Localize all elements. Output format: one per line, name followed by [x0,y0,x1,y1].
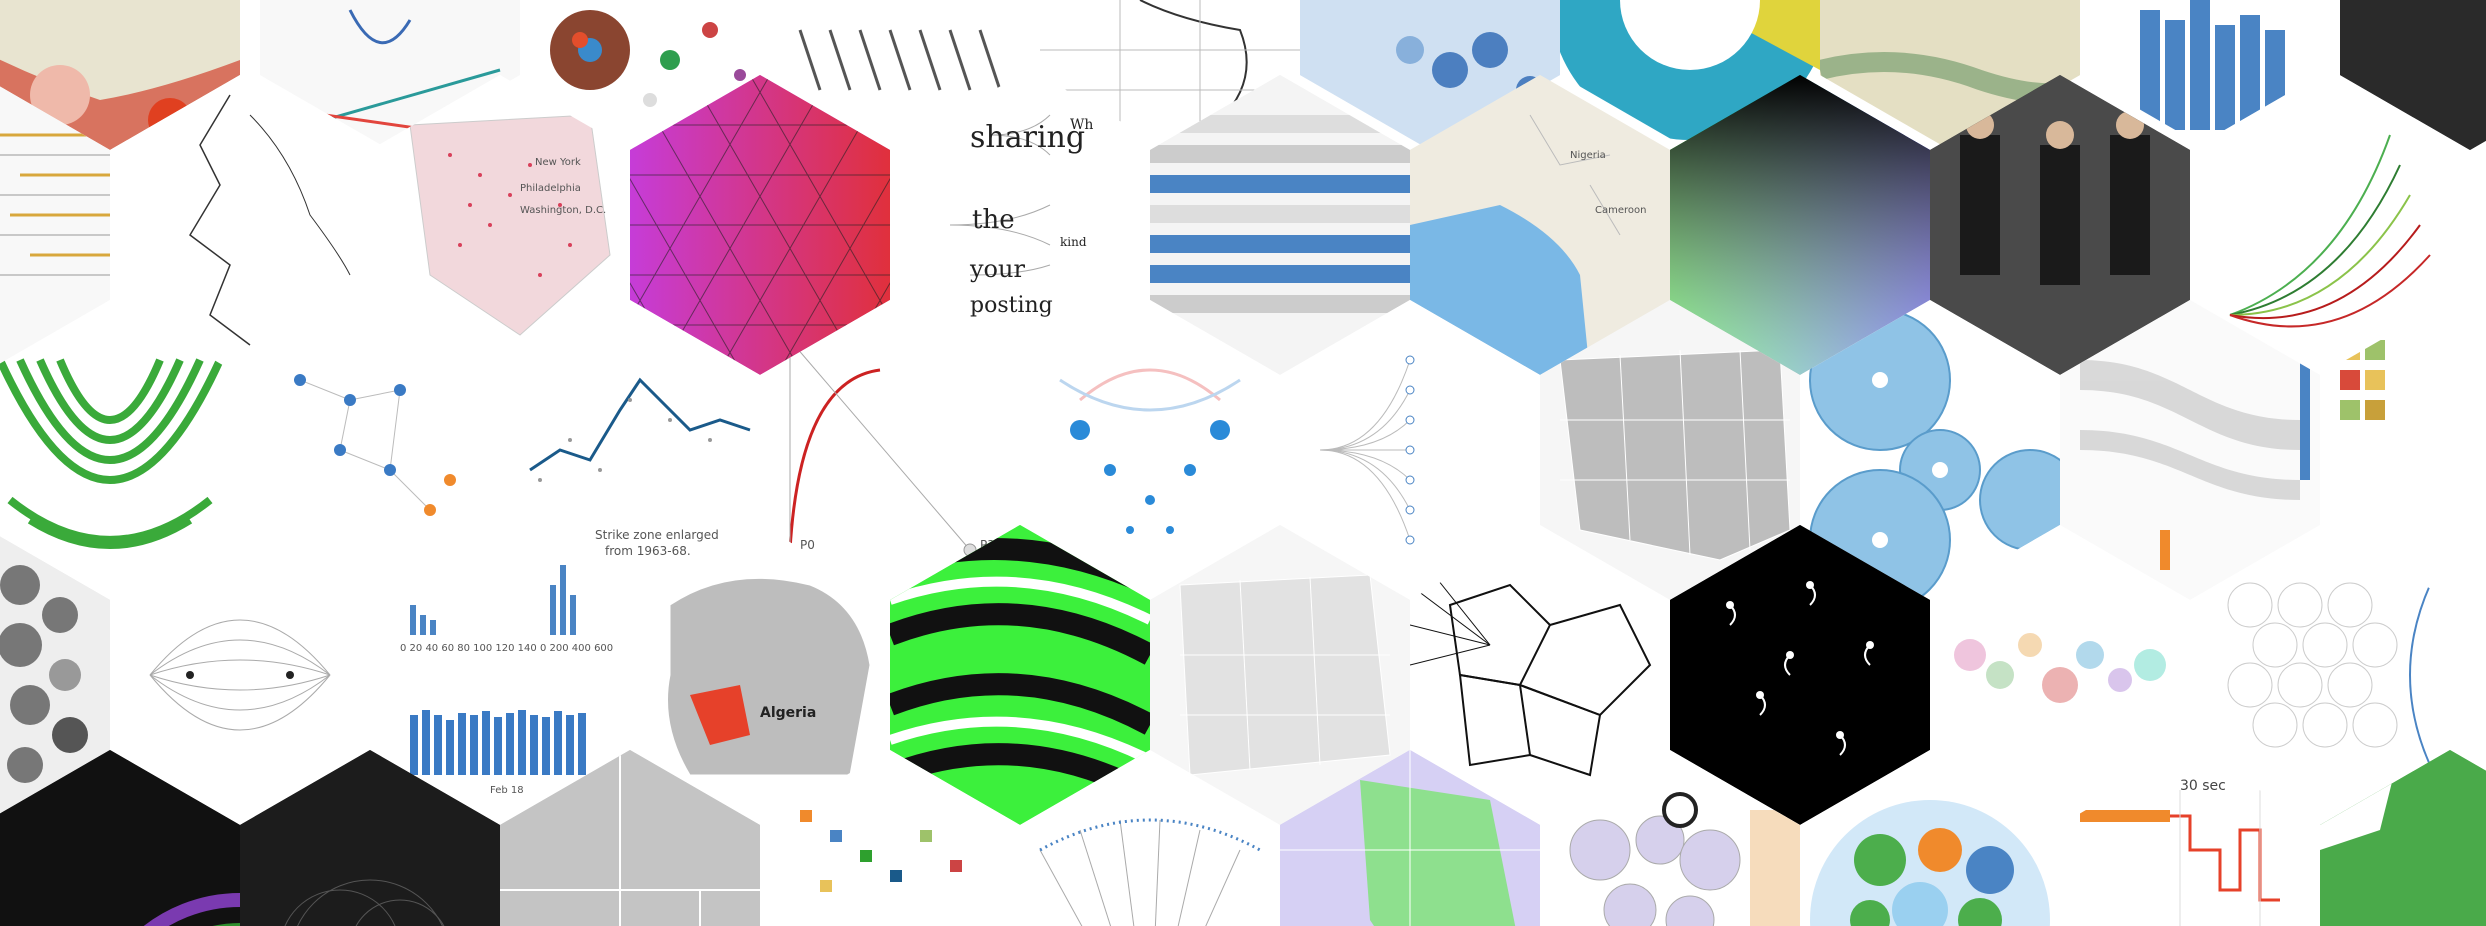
hex-tile-decision-tree[interactable] [1020,300,1280,600]
cameroon-label: Cameroon [1595,205,1647,216]
nigeria-label: Nigeria [1570,150,1606,161]
hex-tile-us-counties[interactable] [1540,300,1800,600]
hex-tile-stripe-bars[interactable] [1150,75,1410,375]
feb-18-label: Feb 18 [490,785,524,796]
hex-tile-field-lines[interactable] [110,525,370,825]
word-your: your [970,255,1025,283]
hex-tile-sperm-particles[interactable] [1670,525,1930,825]
hex-tile-network-graph[interactable] [240,300,500,600]
word-posting: posting [970,293,1053,318]
philadelphia-label: Philadelphia [520,183,581,194]
word-the: the [972,205,1015,235]
point-p0: P0 [800,538,815,552]
strike-zone-line-1: Strike zone enlarged [595,528,719,542]
strike-zone-line-2: from 1963-68. [605,544,691,558]
hist-ticks-right: 0 200 400 600 [540,643,614,654]
hex-tile-tree-list[interactable] [1280,300,1540,600]
hex-tile-gears[interactable] [1800,300,2060,600]
word-wh: Wh [1070,117,1094,133]
thirty-sec-label: 30 sec [2180,778,2226,794]
hex-tile-voronoi[interactable] [1410,525,1670,825]
word-sharing: sharing [970,120,1086,155]
hist-ticks-left: 0 20 40 60 80 100 120 140 [400,643,537,654]
hex-tile-gray-states-map[interactable] [1150,525,1410,825]
new-york-label: New York [535,157,581,168]
hex-tile-color-square[interactable] [1670,75,1930,375]
washington-label: Washington, D.C. [520,205,607,216]
hex-tile-bubble-chart-colored[interactable] [1800,750,2060,926]
algeria-label: Algeria [760,705,817,721]
word-kind: kind [1060,235,1087,249]
